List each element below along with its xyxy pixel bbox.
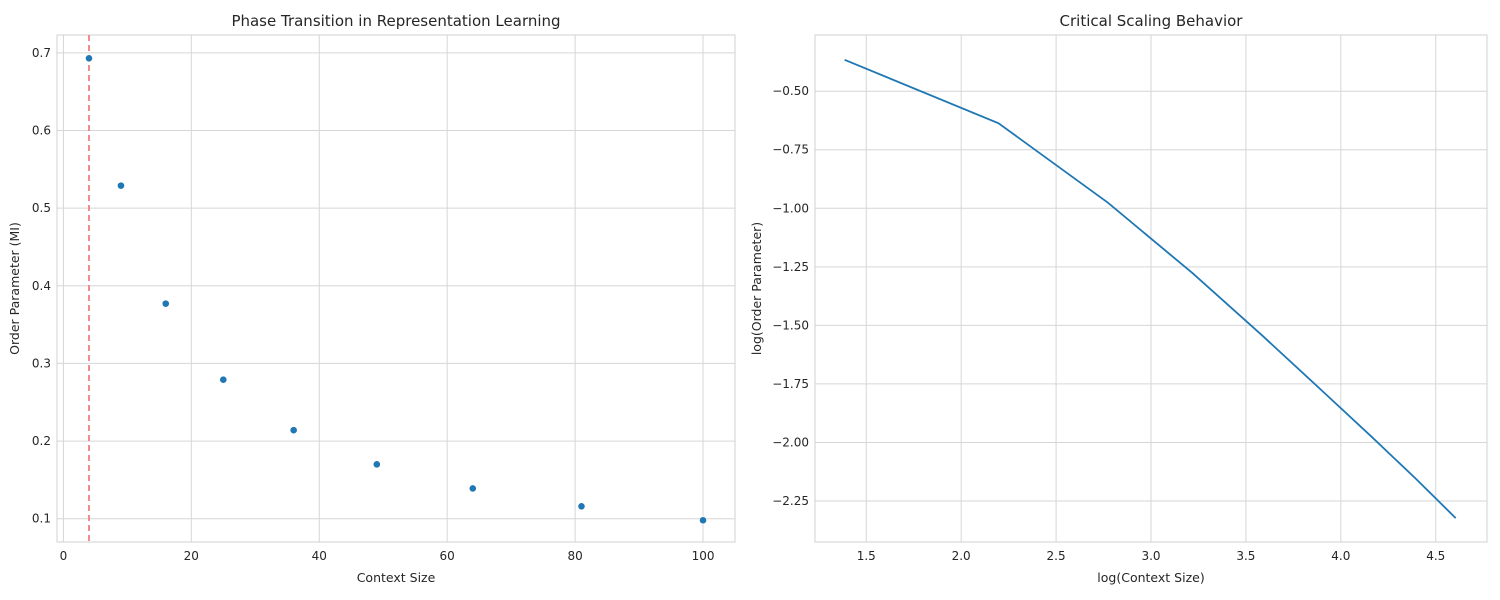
y-tick-label: 0.6: [32, 123, 51, 137]
chart-critical-scaling: 1.5 2.0 2.5 3.0 3.5 4.0 4.5 −0.50 −0.75 −1.00 −1.…: [749, 12, 1488, 585]
y-tick-label: 0.4: [32, 279, 51, 293]
x-tick-label: 80: [567, 549, 582, 563]
y-tick-label: −1.00: [772, 201, 809, 215]
y-tick-label: −1.75: [772, 377, 809, 391]
x-tick-label: 2.5: [1047, 549, 1066, 563]
y-tick-label: −0.50: [772, 84, 809, 98]
y-tick-label: −2.00: [772, 435, 809, 449]
y-tick-label: 0.2: [32, 434, 51, 448]
y-axis-label: Order Parameter (MI): [7, 222, 22, 355]
data-point: [219, 375, 228, 384]
x-tick-label: 3.0: [1141, 549, 1160, 563]
chart-title: Phase Transition in Representation Learn…: [231, 12, 560, 30]
y-tick-label: 0.7: [32, 46, 51, 60]
data-point: [289, 426, 298, 435]
y-tick-label: −1.50: [772, 318, 809, 332]
y-tick-label: 0.1: [32, 512, 51, 526]
y-tick-label: −2.25: [772, 494, 809, 508]
x-axis-label: log(Context Size): [1097, 570, 1204, 585]
data-point: [161, 299, 170, 308]
x-tick-label: 3.5: [1236, 549, 1255, 563]
data-point: [117, 181, 125, 190]
x-tick-label: 4.0: [1331, 549, 1350, 563]
y-tick-label: 0.3: [32, 356, 51, 370]
y-tick-labels: −0.50 −0.75 −1.00 −1.25 −1.50 −1.75 −2.00 −2.25: [772, 84, 809, 508]
y-tick-labels: 0.1 0.2 0.3 0.4 0.5 0.6 0.7: [32, 46, 51, 526]
chart-phase-transition: 0 20 40 60 80 100 0.1 0.2 0.3 0.4 0.5 0.6 0.7 Phase…: [7, 12, 736, 585]
x-tick-label: 60: [440, 549, 455, 563]
data-point: [699, 516, 707, 525]
gridlines: [815, 35, 1487, 542]
data-point: [85, 54, 93, 63]
y-axis-label: log(Order Parameter): [749, 222, 764, 355]
chart-title: Critical Scaling Behavior: [1060, 12, 1244, 30]
gridlines: [57, 35, 735, 542]
x-tick-labels: 0 20 40 60 80 100: [60, 549, 715, 563]
y-tick-label: −1.25: [772, 260, 809, 274]
x-tick-label: 100: [692, 549, 715, 563]
x-axis-label: Context Size: [357, 570, 436, 585]
data-line: [844, 58, 1457, 519]
x-tick-label: 0: [60, 549, 68, 563]
data-point: [372, 460, 381, 469]
plot-frame: [56, 34, 736, 543]
y-tick-label: 0.5: [32, 201, 51, 215]
x-tick-label: 1.5: [857, 549, 876, 563]
x-tick-label: 20: [184, 549, 199, 563]
x-tick-labels: 1.5 2.0 2.5 3.0 3.5 4.0 4.5: [857, 549, 1446, 563]
series-line: [844, 58, 1457, 519]
x-tick-label: 4.5: [1426, 549, 1445, 563]
x-tick-label: 40: [312, 549, 327, 563]
data-point: [577, 502, 586, 511]
data-point: [468, 484, 477, 493]
plot-frame: [814, 34, 1488, 543]
data-points: [85, 54, 707, 525]
x-tick-label: 2.0: [952, 549, 971, 563]
y-tick-label: −0.75: [772, 143, 809, 157]
